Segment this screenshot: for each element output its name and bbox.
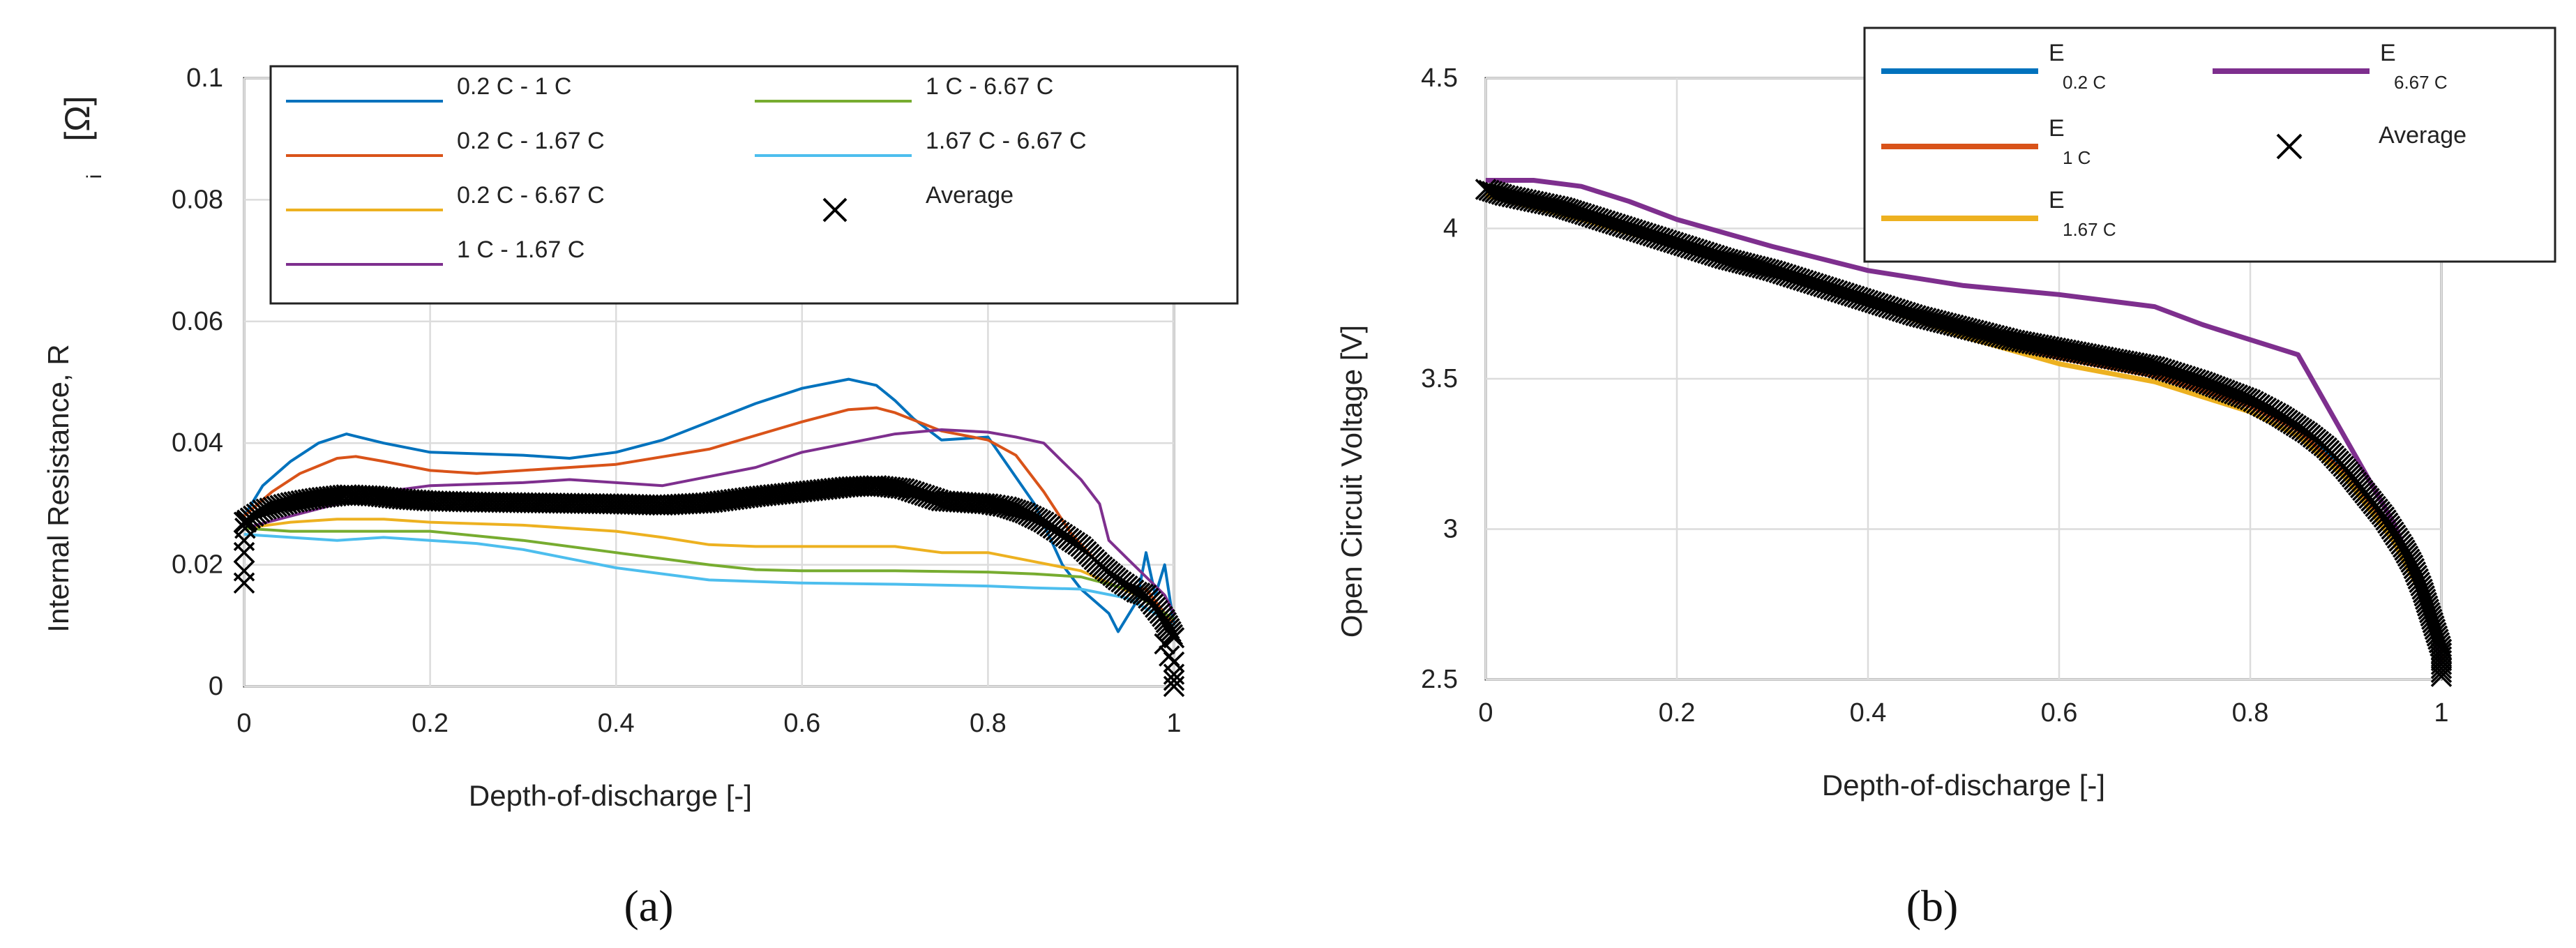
x-tick-label: 0.8 xyxy=(970,709,1007,738)
panel-b-legend: E 0.2 C E 1 C E 1.67 C E 6.67 C Average xyxy=(1863,27,2556,263)
panel-b-caption: (b) xyxy=(1906,881,1959,931)
y-tick-label: 0.1 xyxy=(186,63,223,93)
x-tick-label: 0.6 xyxy=(2041,698,2078,728)
legend-label-e-1-C: E xyxy=(2049,115,2065,142)
x-tick-label: 0.4 xyxy=(1850,698,1887,728)
x-tick-label: 1 xyxy=(2434,698,2448,728)
panel-a-caption: (a) xyxy=(624,881,673,931)
legend-subscript-e-0-2-C: 0.2 C xyxy=(2063,72,2106,93)
legend-label-e-0-2-C: E xyxy=(2049,40,2065,66)
legend-label-average: Average xyxy=(926,182,1014,209)
legend-label-0-2-c-6-67-c: 0.2 C - 6.67 C xyxy=(457,182,605,209)
svg-text:i: i xyxy=(83,174,106,179)
y-tick-label: 3 xyxy=(1443,515,1458,544)
x-tick-label: 0.2 xyxy=(1659,698,1696,728)
panel-a-y-axis-subscript: i xyxy=(83,174,106,179)
legend-label-average: Average xyxy=(2379,122,2466,149)
average-marker xyxy=(1163,627,1185,649)
panel-a-series xyxy=(233,377,1185,698)
series-line-1-c-6-67-c xyxy=(243,527,1175,621)
average-marker xyxy=(2430,638,2453,661)
svg-text:Open Circuit Voltage [V]: Open Circuit Voltage [V] xyxy=(1335,325,1368,638)
series-line-e-6-67-C xyxy=(1486,178,2444,665)
series-line-1-c-1-67-c xyxy=(243,428,1175,615)
panel-a-y-tick-labels: 0 0.02 0.04 0.06 0.08 0.1 xyxy=(172,63,223,701)
average-marker xyxy=(2430,661,2453,684)
y-tick-label: 0.06 xyxy=(172,307,223,336)
panel-b-series xyxy=(1475,178,2453,687)
y-tick-label: 0.08 xyxy=(172,185,223,214)
y-tick-label: 4 xyxy=(1443,214,1458,243)
series-average-markers xyxy=(1475,179,2453,687)
y-tick-label: 0.02 xyxy=(172,550,223,580)
panel-b-y-tick-labels: 2.5 3 3.5 4 4.5 xyxy=(1421,63,1458,694)
average-marker xyxy=(1163,675,1185,698)
series-line-1-67-c-6-67-c xyxy=(243,533,1175,627)
legend-subscript-e-1-67-C: 1.67 C xyxy=(2063,219,2116,240)
panel-a-chart: 0 0.2 0.4 0.6 0.8 1 0 0.02 0.04 0.06 0.08 0.1 Dept… xyxy=(42,63,1239,931)
y-tick-label: 3.5 xyxy=(1421,364,1458,393)
legend-label-1-c-6-67-c: 1 C - 6.67 C xyxy=(926,73,1053,100)
average-marker xyxy=(233,560,255,582)
panel-b-chart: 0 0.2 0.4 0.6 0.8 1 2.5 3 3.5 4 4.5 Depth-of-disc… xyxy=(1335,27,2556,931)
average-marker xyxy=(234,518,256,539)
legend-label-0-2-c-1-67-c: 0.2 C - 1.67 C xyxy=(457,128,605,154)
panel-a-legend: 0.2 C - 1 C 0.2 C - 1.67 C 0.2 C - 6.67 C 1… xyxy=(269,65,1239,305)
panel-b-x-axis-label: Depth-of-discharge [-] xyxy=(1822,769,2105,802)
x-tick-label: 0.6 xyxy=(783,709,820,738)
panel-b-x-tick-labels: 0 0.2 0.4 0.6 0.8 1 xyxy=(1478,698,2448,728)
x-tick-label: 0.2 xyxy=(412,709,449,738)
series-line-0-2-c-1-c xyxy=(243,377,1175,633)
legend-average-marker xyxy=(2276,133,2303,160)
svg-text:[Ω]: [Ω] xyxy=(58,96,97,141)
legend-subscript-e-1-C: 1 C xyxy=(2063,147,2091,168)
panel-a-x-tick-labels: 0 0.2 0.4 0.6 0.8 1 xyxy=(236,709,1181,738)
legend-label-1-c-1-67-c: 1 C - 1.67 C xyxy=(457,236,585,263)
x-tick-label: 0.4 xyxy=(598,709,635,738)
average-marker xyxy=(1154,633,1175,655)
legend-label-e-1-67-C: E xyxy=(2049,187,2065,213)
panel-a-y-axis-label: Internal Resistance, R xyxy=(42,344,75,632)
panel-a-y-axis-unit: [Ω] xyxy=(58,96,97,141)
panel-b-y-axis-label: Open Circuit Voltage [V] xyxy=(1335,325,1368,638)
x-tick-label: 0 xyxy=(1478,698,1493,728)
panel-a-x-axis-label: Depth-of-discharge [-] xyxy=(469,779,752,812)
y-tick-label: 4.5 xyxy=(1421,63,1458,93)
average-marker xyxy=(2430,657,2453,679)
legend-label-0-2-c-1-c: 0.2 C - 1 C xyxy=(457,73,571,100)
legend-label-e-6-67-C: E xyxy=(2380,40,2396,66)
svg-text:Internal Resistance, R: Internal Resistance, R xyxy=(42,344,75,632)
y-tick-label: 2.5 xyxy=(1421,665,1458,694)
x-tick-label: 1 xyxy=(1166,709,1181,738)
y-tick-label: 0 xyxy=(209,672,223,701)
legend-average-marker xyxy=(822,197,848,223)
x-tick-label: 0 xyxy=(236,709,251,738)
average-marker xyxy=(1163,670,1185,691)
series-average-markers xyxy=(233,475,1185,698)
average-marker xyxy=(2430,642,2453,664)
average-marker xyxy=(235,511,257,533)
x-tick-label: 0.8 xyxy=(2232,698,2269,728)
average-marker xyxy=(2430,665,2453,687)
legend-subscript-e-6-67-C: 6.67 C xyxy=(2394,72,2448,93)
y-tick-label: 0.04 xyxy=(172,428,223,458)
legend-label-1-67-c-6-67-c: 1.67 C - 6.67 C xyxy=(926,128,1087,154)
